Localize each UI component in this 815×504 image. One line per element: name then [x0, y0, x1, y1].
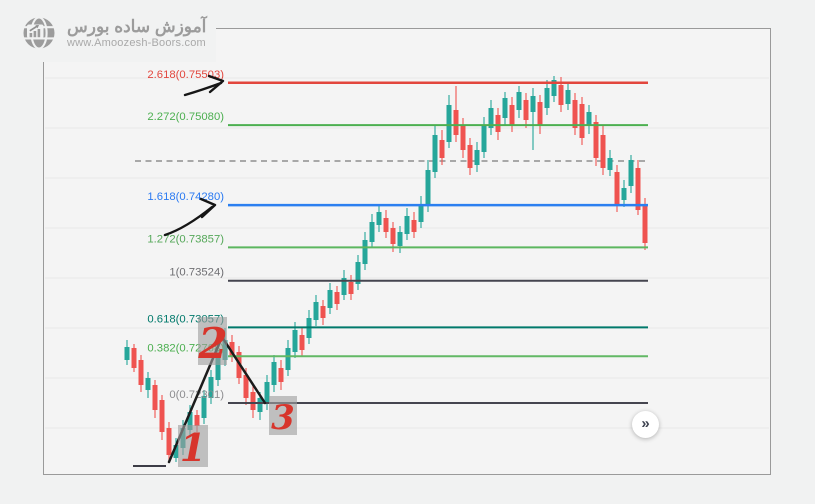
wave-point-number: 1: [180, 425, 206, 470]
candle: [320, 300, 326, 325]
candle: [621, 180, 627, 207]
annotation-arrows: [163, 74, 225, 237]
fib-label-2.618: 2.618(0.75503): [147, 69, 224, 81]
candle: [376, 206, 382, 232]
candle: [642, 198, 648, 250]
candle: [425, 160, 431, 212]
candle: [544, 80, 550, 115]
candle: [474, 142, 480, 172]
wave-point-badge-1: 1: [178, 425, 208, 470]
candle: [299, 328, 305, 357]
candle: [327, 283, 333, 314]
fib-label-1.272: 1.272(0.73857): [147, 233, 224, 245]
candle: [229, 335, 235, 362]
candle: [404, 208, 410, 240]
candle: [600, 126, 606, 175]
candle: [131, 344, 137, 372]
scroll-to-recent-button[interactable]: »: [632, 411, 659, 438]
candle: [264, 375, 270, 410]
candle: [523, 93, 529, 128]
candle: [495, 108, 501, 140]
arrow-to-2618-level: [183, 74, 225, 97]
candle: [537, 95, 543, 134]
grid-lines: [45, 77, 769, 429]
candle: [173, 438, 179, 462]
candle: [369, 214, 375, 248]
wave-point-badges: 1 2 3: [178, 317, 297, 470]
candle: [453, 86, 459, 142]
candle: [593, 115, 599, 166]
candle: [628, 155, 634, 193]
candle: [278, 360, 284, 390]
candle: [530, 88, 536, 150]
candle: [516, 86, 522, 118]
candle: [579, 97, 585, 145]
candle: [467, 138, 473, 175]
candle: [285, 340, 291, 376]
wave-point-badge-3: 3: [269, 396, 297, 438]
candle: [341, 270, 347, 300]
candle: [502, 92, 508, 125]
brand-url: www.Amoozesh-Boors.com: [67, 36, 206, 49]
candle: [565, 82, 571, 110]
candle: [152, 380, 158, 418]
candle: [334, 286, 340, 310]
candle: [481, 117, 487, 158]
candle: [355, 255, 361, 290]
candle: [432, 125, 438, 178]
candle: [348, 275, 354, 300]
candle: [201, 390, 207, 424]
candle: [145, 372, 151, 398]
candle: [166, 422, 172, 462]
candle: [586, 105, 592, 134]
candle: [138, 355, 144, 392]
candle: [362, 232, 368, 270]
candle: [313, 295, 319, 326]
candle: [418, 196, 424, 228]
fib-label-1: 1(0.73524): [169, 267, 224, 279]
double-chevron-right-icon: »: [641, 415, 650, 432]
candle: [509, 97, 515, 132]
candle: [488, 100, 494, 135]
candle: [208, 370, 214, 404]
wave-point-badge-2: 2: [197, 317, 228, 368]
globe-chart-icon: [23, 16, 55, 50]
candle: [607, 150, 613, 176]
candle: [271, 355, 277, 392]
candle: [439, 130, 445, 165]
candle: [124, 340, 130, 365]
candle: [383, 210, 389, 238]
brand-title: آموزش ساده بورس: [67, 16, 207, 36]
candle: [460, 118, 466, 158]
candle: [551, 76, 557, 102]
wave-point-number: 2: [197, 319, 227, 368]
brand-logo: آموزش ساده بورس www.Amoozesh-Boors.com: [14, 4, 217, 62]
candle: [159, 395, 165, 440]
fib-label-1.618: 1.618(0.74280): [147, 191, 224, 203]
candle: [397, 226, 403, 253]
candle: [446, 95, 452, 148]
candle: [635, 160, 641, 215]
wave-point-number: 3: [271, 398, 295, 438]
arrow-to-1618-level: [163, 197, 217, 237]
fib-label-2.272: 2.272(0.75080): [147, 111, 224, 123]
candle: [411, 212, 417, 238]
candle: [572, 93, 578, 135]
